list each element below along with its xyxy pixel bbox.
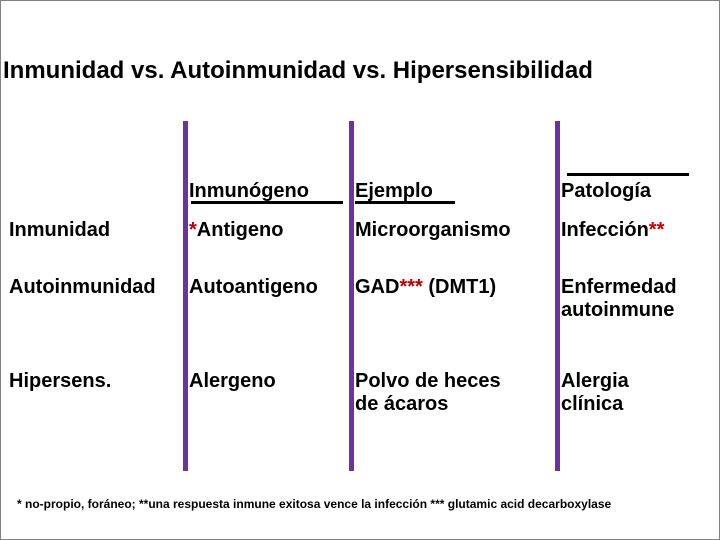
header-underline [567,173,689,176]
column-divider [555,121,560,471]
patologia-cell: Alergiaclínica [555,352,719,436]
table-header-row: Inmunógeno Ejemplo Patología [3,121,719,205]
patologia-cell: Enfermedadautoinmune [555,262,719,352]
ejemplo-line1: Polvo de heces [355,370,501,392]
footnote: * no-propio, foráneo; **una respuesta in… [17,497,611,511]
table: Inmunógeno Ejemplo Patología Inmunidad *… [3,121,719,436]
inmunogeno-cell: Alergeno [183,352,349,436]
ejemplo-line2: de ácaros [355,393,448,415]
inmunogeno-cell: *Antigeno [183,205,349,262]
patologia-line2: autoinmune [561,299,674,321]
column-divider [349,121,354,471]
header-ejemplo: Ejemplo [349,121,555,205]
table-row: Inmunidad *Antigeno Microorganismo Infec… [3,205,719,262]
patologia-text: Enfermedad [561,276,677,298]
slide: Inmunidad vs. Autoinmunidad vs. Hipersen… [0,0,720,540]
concept-cell: Inmunidad [3,205,183,262]
inmunogeno-text: Antigeno [197,219,284,241]
header-patologia: Patología [555,121,719,205]
asterisk-marker: *** [399,276,422,298]
header-inmunogeno: Inmunógeno [183,121,349,205]
patologia-text: Alergia [561,370,629,392]
ejemplo-cell: Microorganismo [349,205,555,262]
comparison-table: Inmunógeno Ejemplo Patología Inmunidad *… [3,121,719,436]
header-underline [191,201,343,204]
table-row: Autoinmunidad Autoantigeno GAD*** (DMT1)… [3,262,719,352]
ejemplo-cell: GAD*** (DMT1) [349,262,555,352]
patologia-cell: Infección** [555,205,719,262]
patologia-text: Infección [561,219,649,241]
slide-title: Inmunidad vs. Autoinmunidad vs. Hipersen… [3,57,593,85]
column-divider [183,121,188,471]
asterisk-marker: * [189,219,197,241]
patologia-line2: clínica [561,393,623,415]
inmunogeno-cell: Autoantigeno [183,262,349,352]
ejemplo-prefix: GAD [355,276,399,298]
concept-cell: Hipersens. [3,352,183,436]
asterisk-marker: ** [649,219,665,241]
table-row: Hipersens. Alergeno Polvo de hecesde áca… [3,352,719,436]
ejemplo-suffix: (DMT1) [423,276,496,298]
header-empty [3,121,183,205]
header-underline [355,201,455,204]
ejemplo-cell: Polvo de hecesde ácaros [349,352,555,436]
concept-cell: Autoinmunidad [3,262,183,352]
